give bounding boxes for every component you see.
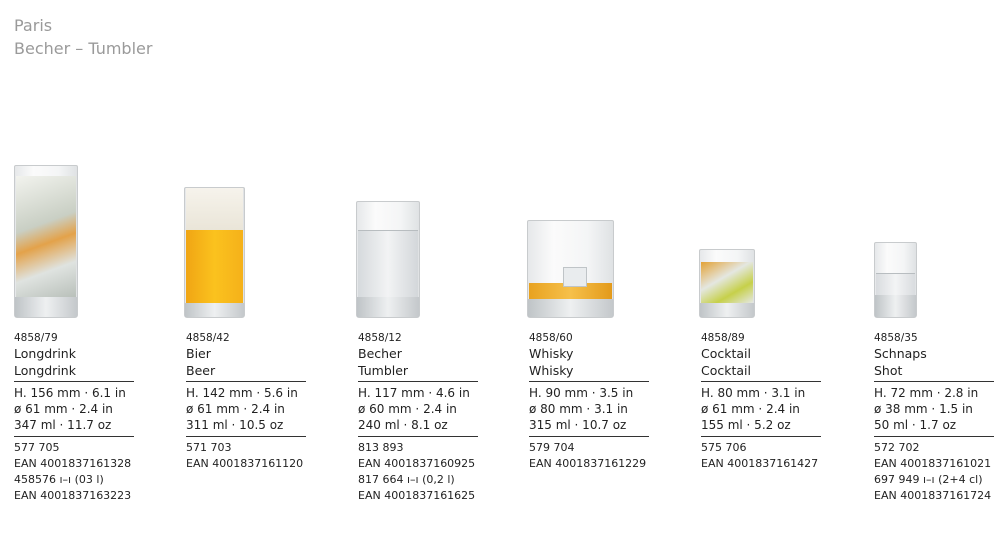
reference-number: EAN 4001837161724 (874, 489, 992, 503)
height-spec: H. 117 mm · 4.6 in (358, 386, 470, 400)
divider (358, 381, 478, 382)
article-number: 4858/60 (529, 332, 573, 344)
name-german: Schnaps (874, 346, 927, 361)
reference-number: 697 949 ı–ı (2+4 cl) (874, 473, 983, 487)
reference-number: EAN 4001837161120 (186, 456, 304, 470)
volume-spec: 155 ml · 5.2 oz (701, 418, 791, 433)
longdrink-glass-image (14, 165, 78, 318)
height-spec: H. 80 mm · 3.1 in (701, 386, 806, 400)
name-german: Whisky (529, 346, 574, 361)
reference-number: EAN 4001837161229 (529, 456, 647, 470)
name-english: Shot (874, 362, 903, 378)
article-number: 4858/89 (701, 332, 745, 344)
divider (186, 435, 306, 437)
reference-number: 572 702 (874, 440, 920, 454)
divider (358, 435, 478, 437)
name-english: Beer (186, 362, 216, 378)
article-number: 4858/12 (358, 332, 402, 344)
series-title: Paris (14, 16, 53, 35)
height-spec: H. 90 mm · 3.5 in (529, 386, 634, 400)
reference-number: EAN 4001837160925 (358, 456, 476, 470)
article-number: 4858/35 (874, 332, 918, 344)
height-spec: H. 142 mm · 5.6 in (186, 386, 298, 400)
diameter-spec: ø 60 mm · 2.4 in (358, 402, 457, 417)
divider (14, 435, 134, 437)
product-cocktail: 4858/89 Cocktail Cocktail H. 80 mm · 3.1… (701, 331, 821, 472)
divider (14, 381, 134, 382)
volume-spec: 347 ml · 11.7 oz (14, 418, 112, 433)
product-beer: 4858/42 Bier Beer H. 142 mm · 5.6 in ø 6… (186, 331, 306, 472)
reference-number: EAN 4001837161328 (14, 456, 132, 470)
name-english: Whisky (529, 362, 574, 378)
shot-glass-image (874, 242, 917, 318)
volume-spec: 50 ml · 1.7 oz (874, 418, 957, 433)
name-english: Cocktail (701, 362, 751, 378)
reference-number: 813 893 (358, 440, 404, 454)
height-spec: H. 72 mm · 2.8 in (874, 386, 979, 400)
divider (186, 381, 306, 382)
reference-number: 575 706 (701, 440, 747, 454)
divider (529, 435, 649, 437)
reference-number: 458576 ı–ı (03 l) (14, 473, 104, 487)
divider (874, 381, 994, 382)
diameter-spec: ø 61 mm · 2.4 in (14, 402, 113, 417)
tumbler-glass-image (356, 201, 420, 318)
reference-number: EAN 4001837161021 (874, 456, 992, 470)
reference-number: 579 704 (529, 440, 575, 454)
reference-number: 577 705 (14, 440, 60, 454)
height-spec: H. 156 mm · 6.1 in (14, 386, 126, 400)
name-english: Tumbler (358, 362, 409, 378)
diameter-spec: ø 61 mm · 2.4 in (186, 402, 285, 417)
reference-number: 817 664 ı–ı (0,2 l) (358, 473, 455, 487)
volume-spec: 311 ml · 10.5 oz (186, 418, 284, 433)
reference-number: EAN 4001837161625 (358, 489, 476, 503)
article-number: 4858/79 (14, 332, 58, 344)
whisky-glass-image (527, 220, 614, 318)
diameter-spec: ø 38 mm · 1.5 in (874, 402, 973, 417)
product-tumbler: 4858/12 Becher Tumbler H. 117 mm · 4.6 i… (358, 331, 478, 504)
name-german: Bier (186, 346, 211, 361)
reference-number: EAN 4001837161427 (701, 456, 819, 470)
volume-spec: 315 ml · 10.7 oz (529, 418, 627, 433)
beer-glass-image (184, 187, 245, 318)
diameter-spec: ø 61 mm · 2.4 in (701, 402, 800, 417)
product-whisky: 4858/60 Whisky Whisky H. 90 mm · 3.5 in … (529, 331, 649, 472)
reference-number: 571 703 (186, 440, 232, 454)
diameter-spec: ø 80 mm · 3.1 in (529, 402, 628, 417)
series-subtitle: Becher – Tumbler (14, 39, 153, 58)
divider (701, 435, 821, 437)
divider (701, 381, 821, 382)
article-number: 4858/42 (186, 332, 230, 344)
divider (874, 435, 994, 437)
volume-spec: 240 ml · 8.1 oz (358, 418, 448, 433)
divider (529, 381, 649, 382)
reference-number: EAN 4001837163223 (14, 489, 132, 503)
name-german: Longdrink (14, 346, 76, 361)
name-english: Longdrink (14, 362, 76, 378)
name-german: Becher (358, 346, 402, 361)
name-german: Cocktail (701, 346, 751, 361)
product-longdrink: 4858/79 Longdrink Longdrink H. 156 mm · … (14, 331, 134, 504)
cocktail-glass-image (699, 249, 755, 318)
product-shot: 4858/35 Schnaps Shot H. 72 mm · 2.8 in ø… (874, 331, 994, 504)
